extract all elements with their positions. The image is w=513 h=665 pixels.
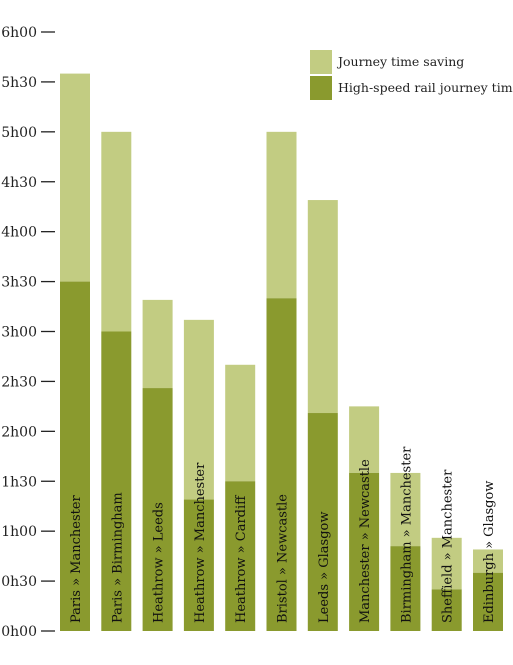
bar-journey-time-saving <box>183 319 214 500</box>
bar-high-speed-journey-time <box>101 331 132 631</box>
bar-high-speed-journey-time <box>307 413 338 631</box>
bar-journey-time-saving <box>225 364 256 482</box>
y-tick-label: 5h00 <box>1 125 37 141</box>
bar-journey-time-saving <box>431 537 462 590</box>
category-label: Bristol » Newcastle <box>276 494 291 623</box>
y-tick-label: 2h30 <box>1 374 37 390</box>
bar-high-speed-journey-time <box>142 388 173 631</box>
legend-label: Journey time saving <box>336 54 464 69</box>
y-tick-label: 3h00 <box>1 325 37 341</box>
category-label: Heathrow » Cardiff <box>234 494 249 623</box>
bar-high-speed-journey-time <box>60 281 90 631</box>
bar-journey-time-saving <box>473 549 503 573</box>
y-tick-label: 5h30 <box>1 75 37 91</box>
category-label: Paris » Manchester <box>69 494 84 623</box>
legend-label: High-speed rail journey time <box>338 80 513 95</box>
y-tick-label: 1h00 <box>1 524 37 540</box>
category-label: Manchester » Newcastle <box>358 459 373 623</box>
category-label: Heathrow » Leeds <box>152 502 167 623</box>
legend-swatch <box>310 76 332 100</box>
bar-labels: Paris » Manchester Paris » Birmingham Heat… <box>69 446 497 623</box>
y-tick-label: 4h00 <box>1 225 37 241</box>
y-tick-label: 4h30 <box>1 175 37 191</box>
bar-high-speed-journey-time <box>390 546 421 631</box>
category-label: Birmingham » Manchester <box>399 446 414 623</box>
y-tick-label: 1h30 <box>1 474 37 490</box>
bar-journey-time-saving <box>101 131 132 332</box>
category-label: Leeds » Glasgow <box>317 512 332 623</box>
bar-journey-time-saving <box>142 299 173 389</box>
y-tick-label: 6h00 <box>1 25 37 41</box>
bar-high-speed-journey-time <box>266 298 297 631</box>
bar-journey-time-saving <box>307 200 338 414</box>
category-label: Heathrow » Manchester <box>193 462 208 623</box>
bar-high-speed-journey-time <box>349 472 380 631</box>
bar-high-speed-journey-time <box>225 481 256 631</box>
y-tick-label: 3h30 <box>1 275 37 291</box>
bar-high-speed-journey-time <box>431 589 462 631</box>
category-label: Edinburgh » Glasgow <box>482 481 497 623</box>
bar-journey-time-saving <box>349 406 380 473</box>
bar-high-speed-journey-time <box>473 572 503 631</box>
y-axis: 0h00 0h30 1h00 1h30 2h00 2h30 3h00 3h30 4h00 4h30… <box>1 25 55 640</box>
bars <box>60 73 503 631</box>
y-tick-label: 2h00 <box>1 424 37 440</box>
category-label: Paris » Birmingham <box>110 492 125 623</box>
bar-journey-time-saving <box>60 73 90 282</box>
legend-swatch <box>310 50 332 74</box>
category-label: Sheffield » Manchester <box>441 469 456 623</box>
bar-journey-time-saving <box>390 472 421 547</box>
legend: Journey time saving High-speed rail journ… <box>310 50 513 100</box>
bar-journey-time-saving <box>266 131 297 299</box>
y-tick-label: 0h30 <box>1 574 37 590</box>
bar-high-speed-journey-time <box>183 499 214 631</box>
y-tick-label: 0h00 <box>1 624 37 640</box>
